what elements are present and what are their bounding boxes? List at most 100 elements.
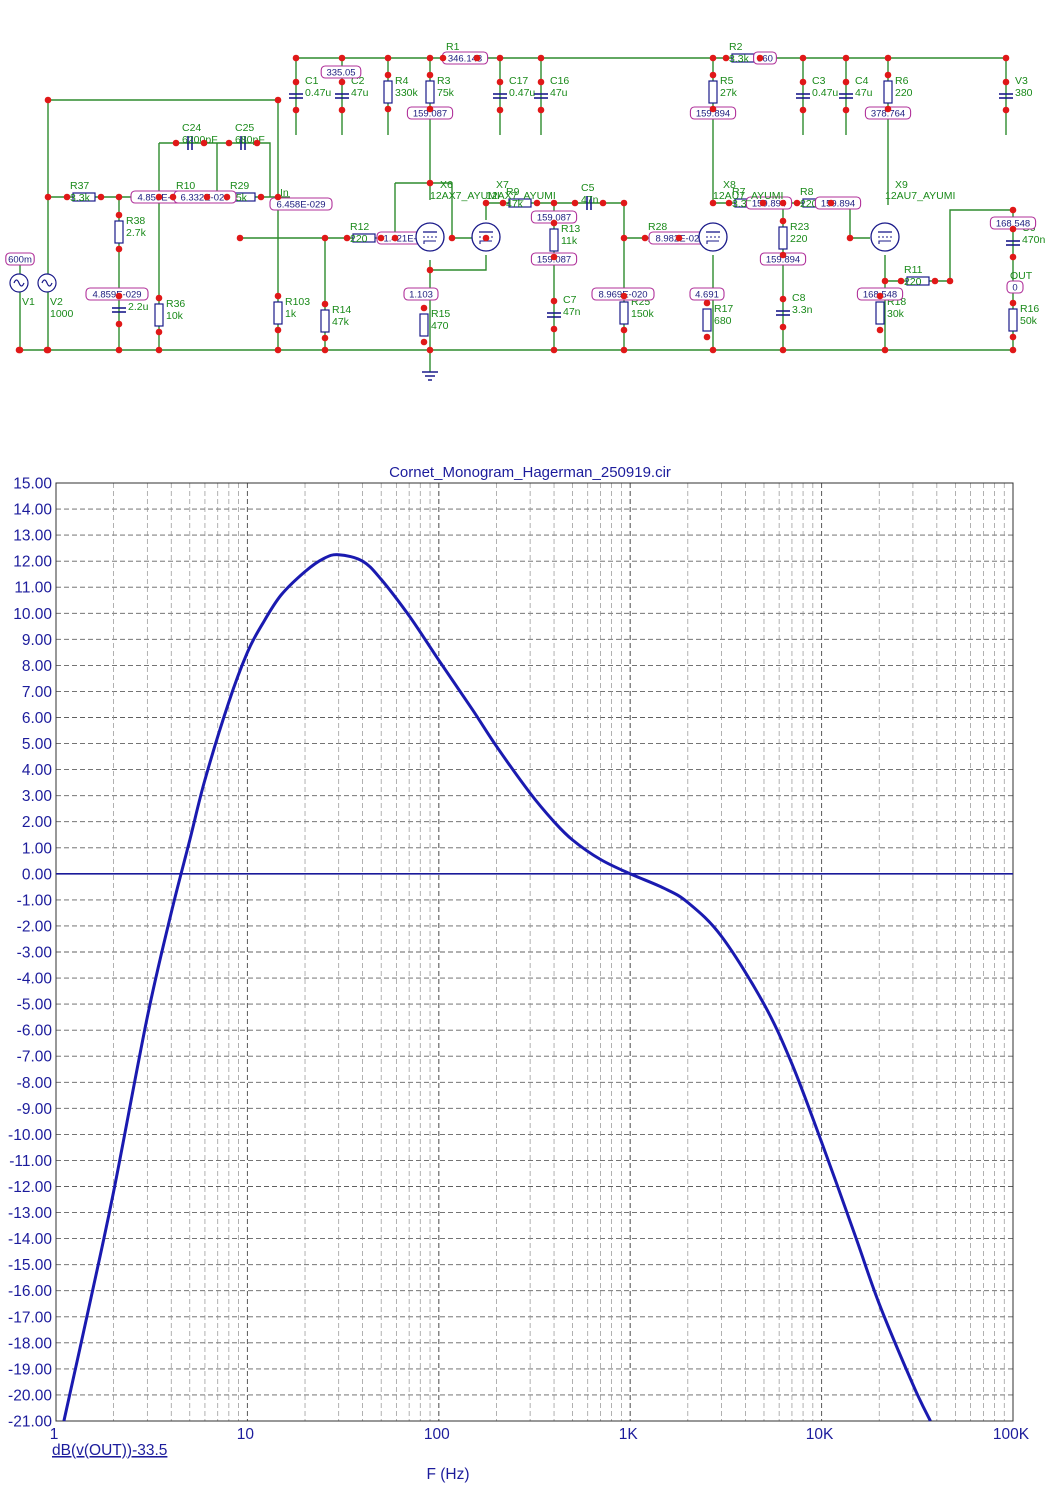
x-tick-label: 10 <box>237 1426 255 1443</box>
x-axis-ticks: 1 10 100 1K 10K 100K <box>50 1426 1030 1443</box>
junction-dot <box>1009 225 1017 233</box>
junction-dot <box>169 193 177 201</box>
y-tick-label: -6.00 <box>17 1023 53 1040</box>
junction-dot <box>292 106 300 114</box>
junction-dot <box>155 294 163 302</box>
svg-text:159.894: 159.894 <box>696 109 730 120</box>
junction-dot <box>377 234 385 242</box>
junction-dot <box>537 106 545 114</box>
tube-model: 12AX7_AYUMI <box>486 190 556 202</box>
component-value: 380 <box>1015 87 1033 99</box>
y-tick-label: 1.00 <box>22 840 53 857</box>
junction-dot <box>599 199 607 207</box>
junction-dot <box>420 304 428 312</box>
junction-dot <box>793 199 801 207</box>
component-ref: R38 <box>126 215 145 227</box>
component-ref: R12 <box>350 221 369 233</box>
junction-dot <box>884 105 892 113</box>
x-tick-label: 10K <box>806 1426 834 1443</box>
component-value: 75k <box>437 87 455 99</box>
junction-dot <box>155 346 163 354</box>
component-ref: R14 <box>332 304 351 316</box>
ground-icon <box>422 371 438 381</box>
node-voltage-label: 600m <box>5 252 35 266</box>
component-value: 27k <box>720 87 738 99</box>
y-tick-label: 13.00 <box>13 528 52 545</box>
chart-grid <box>55 482 1014 1422</box>
y-tick-label: -11.00 <box>9 1153 52 1170</box>
component-ref: C1 <box>305 75 319 87</box>
junction-dot <box>274 326 282 334</box>
component-ref: C16 <box>550 75 569 87</box>
component-value: 220 <box>904 276 922 288</box>
x-tick-label: 1K <box>619 1426 639 1443</box>
tube-model: 12AU7_AYUMI <box>885 190 955 202</box>
y-tick-label: 14.00 <box>13 502 52 519</box>
junction-dot <box>827 199 835 207</box>
component-value: 3.3n <box>792 304 813 316</box>
junction-dot <box>1009 206 1017 214</box>
junction-dot <box>482 199 490 207</box>
y-tick-label: -8.00 <box>17 1075 53 1092</box>
junction-dot <box>779 295 787 303</box>
series-line-dB-vout <box>62 553 932 1422</box>
tube-ref: X6 <box>440 179 453 191</box>
y-tick-label: -10.00 <box>8 1127 52 1144</box>
junction-dot <box>709 71 717 79</box>
junction-dot <box>550 346 558 354</box>
junction-dot <box>496 106 504 114</box>
junction-dot <box>155 328 163 336</box>
component-ref: R11 <box>904 264 923 276</box>
junction-layer <box>15 54 1017 354</box>
junction-dot <box>779 346 787 354</box>
junction-dot <box>257 193 265 201</box>
component-value: 0.47u <box>305 87 331 99</box>
junction-dot <box>620 199 628 207</box>
component-ref: C25 <box>235 122 254 134</box>
junction-dot <box>338 106 346 114</box>
component-r7: R73.3k 159.894 <box>732 186 793 210</box>
junction-dot <box>274 292 282 300</box>
component-value: 47u <box>550 87 568 99</box>
junction-dot <box>799 54 807 62</box>
junction-dot <box>44 193 52 201</box>
svg-text:159.894: 159.894 <box>766 255 800 266</box>
y-tick-label: 12.00 <box>13 554 52 571</box>
junction-dot <box>236 234 244 242</box>
component-ref: R5 <box>720 75 734 87</box>
component-value: 220 <box>800 198 818 210</box>
junction-dot <box>620 326 628 334</box>
y-tick-label: -2.00 <box>17 918 53 935</box>
junction-dot <box>537 78 545 86</box>
component-ref: V3 <box>1015 75 1028 87</box>
junction-dot <box>620 234 628 242</box>
junction-dot <box>703 299 711 307</box>
component-value: 47k <box>332 316 350 328</box>
component-value: 47u <box>855 87 873 99</box>
component-value: 0.47u <box>812 87 838 99</box>
component-value: 470n <box>1022 234 1046 246</box>
node-voltage-label: 6.458E-029 <box>269 197 333 211</box>
junction-dot <box>1009 299 1017 307</box>
svg-text:378.764: 378.764 <box>871 109 905 120</box>
svg-text:159.087: 159.087 <box>413 109 447 120</box>
junction-dot <box>499 199 507 207</box>
y-tick-label: -3.00 <box>17 945 53 962</box>
tube-model: 12AU7_AYUMI <box>713 190 783 202</box>
component-ref: R10 <box>176 180 195 192</box>
component-value: 3.3k <box>70 192 91 204</box>
junction-dot <box>426 346 434 354</box>
junction-dot <box>550 297 558 305</box>
junction-dot <box>115 211 123 219</box>
